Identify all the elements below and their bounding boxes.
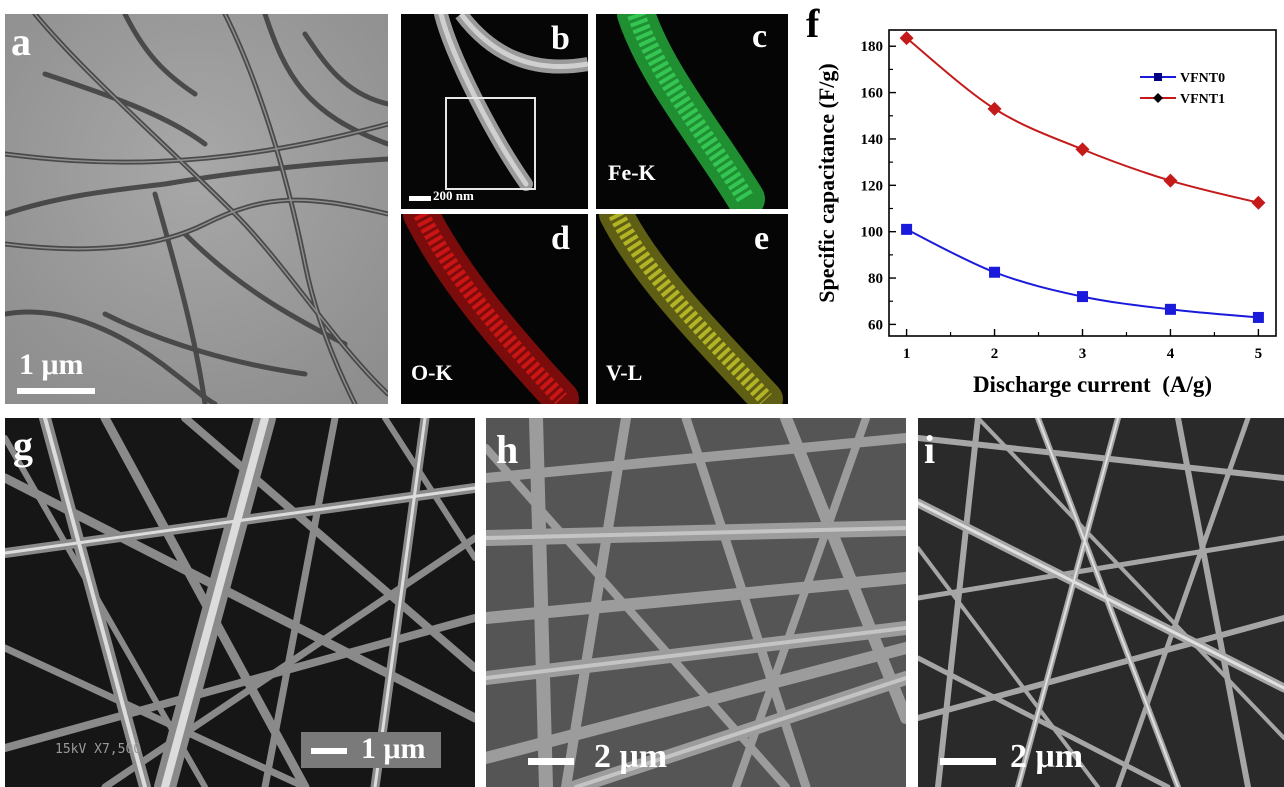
y-tick-label: 160 xyxy=(861,86,884,102)
panel-h-sem-image: h 2 μm xyxy=(486,418,906,787)
x-tick-label: 3 xyxy=(1079,346,1087,362)
panel-label-a: a xyxy=(11,19,31,64)
data-point-vfnt0 xyxy=(1252,311,1264,323)
sem-nanofiber-image-h xyxy=(486,418,906,787)
data-point-vfnt0 xyxy=(1077,291,1088,303)
panel-label-c: c xyxy=(752,18,768,55)
data-point-vfnt1 xyxy=(1163,173,1178,188)
eds-map-v xyxy=(596,214,788,404)
chart-legend: VFNT0 VFNT1 xyxy=(1140,71,1225,107)
panel-label-g: g xyxy=(13,423,33,468)
y-tick-label: 140 xyxy=(861,132,884,148)
series-line-vfnt1 xyxy=(905,37,1259,204)
element-label-fe: Fe-K xyxy=(608,160,656,185)
element-label-o: O-K xyxy=(411,360,453,385)
tem-nanotube-image xyxy=(5,14,388,404)
data-point-vfnt1 xyxy=(987,101,1002,116)
panel-label-b: b xyxy=(551,20,570,57)
scale-label-b: 200 nm xyxy=(433,188,474,203)
data-point-vfnt0 xyxy=(989,266,1001,278)
stem-nanotube-image xyxy=(401,14,588,209)
y-tick-label: 60 xyxy=(868,317,883,333)
panel-f-capacitance-chart: f 60 80 100 120 140 160 180 1 2 3 4 5 Discharge curr… xyxy=(800,0,1284,410)
panel-d-eds-map-o: d O-K xyxy=(401,214,588,404)
scale-bar-h xyxy=(528,758,574,765)
data-point-vfnt0 xyxy=(1164,303,1176,315)
panel-g-sem-image: g 15kV X7,500 1 μm xyxy=(5,418,475,787)
y-tick-label: 100 xyxy=(861,225,884,241)
panel-i-sem-image: i 2 μm xyxy=(918,418,1284,787)
eds-map-o xyxy=(401,214,588,404)
sem-nanofiber-image-g xyxy=(5,418,475,787)
legend-marker-vfnt1 xyxy=(1153,93,1163,103)
scale-bar-b xyxy=(409,196,431,201)
panel-label-d: d xyxy=(551,220,570,257)
chart-series xyxy=(899,31,1266,323)
scale-label-a: 1 μm xyxy=(19,348,84,381)
series-line-vfnt0 xyxy=(906,228,1259,319)
legend-marker-vfnt0 xyxy=(1154,73,1162,81)
capacitance-line-chart: 60 80 100 120 140 160 180 1 2 3 4 5 Discharge curren… xyxy=(814,29,1277,397)
x-tick-label: 2 xyxy=(991,346,999,362)
scale-label-i: 2 μm xyxy=(1010,738,1084,775)
data-point-vfnt0 xyxy=(901,223,913,235)
chart-axes: 60 80 100 120 140 160 180 1 2 3 4 5 Discharge curren… xyxy=(814,29,1277,397)
eds-map-fe xyxy=(596,14,788,209)
panel-label-i: i xyxy=(924,427,936,472)
y-tick-label: 120 xyxy=(861,178,884,194)
panel-e-eds-map-v: e V-L xyxy=(596,214,788,404)
x-tick-label: 1 xyxy=(903,346,911,362)
data-point-vfnt1 xyxy=(1251,195,1266,210)
panel-a-tem-image: a 1 μm xyxy=(5,14,388,404)
y-tick-label: 180 xyxy=(861,39,884,55)
scale-label-g: 1 μm xyxy=(361,732,426,765)
scale-bar-a xyxy=(17,388,95,394)
legend-label-vfnt0: VFNT0 xyxy=(1180,71,1225,86)
sem-nanofiber-image-i xyxy=(918,418,1284,787)
x-tick-label: 4 xyxy=(1167,346,1175,362)
instrument-readout-g: 15kV X7,500 xyxy=(55,742,142,757)
x-tick-label: 5 xyxy=(1255,346,1263,362)
element-label-v: V-L xyxy=(606,360,643,385)
panel-b-stem-image: b 200 nm xyxy=(401,14,588,209)
scale-bar-i xyxy=(940,758,996,765)
x-axis-title: Discharge current (A/g) xyxy=(973,372,1212,397)
y-axis-title: Specific capacitance (F/g) xyxy=(814,63,839,303)
data-point-vfnt1 xyxy=(1075,142,1090,157)
scale-label-h: 2 μm xyxy=(594,738,668,775)
panel-label-e: e xyxy=(754,220,770,257)
legend-label-vfnt1: VFNT1 xyxy=(1180,92,1225,107)
panel-label-h: h xyxy=(496,427,519,472)
panel-label-f: f xyxy=(806,1,820,46)
scale-bar-g xyxy=(311,748,347,754)
y-tick-label: 80 xyxy=(868,271,883,287)
data-point-vfnt1 xyxy=(899,31,914,46)
panel-c-eds-map-fe: c Fe-K xyxy=(596,14,788,209)
